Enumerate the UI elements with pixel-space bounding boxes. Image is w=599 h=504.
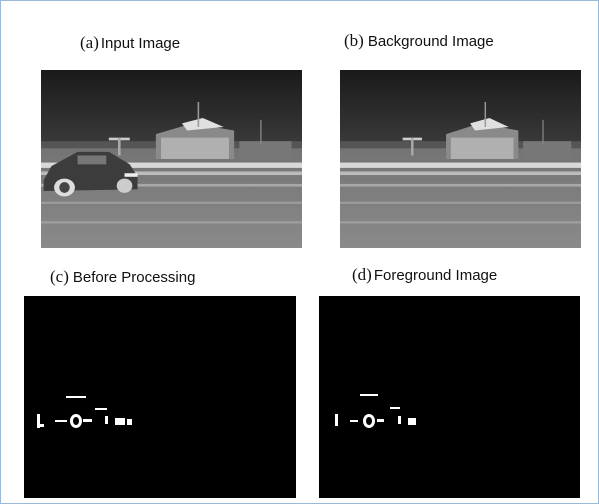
- background-image: [340, 70, 581, 248]
- before-processing-image: [24, 296, 296, 498]
- panel-letter: (a): [80, 33, 99, 52]
- page: {"panels": [ {"letter": "(a)", "caption"…: [0, 0, 599, 504]
- panel-letter: (b): [344, 31, 364, 50]
- panel-label: (d)Foreground Image: [352, 265, 497, 284]
- input-image: [41, 70, 302, 248]
- panel-caption: Background Image: [368, 33, 494, 50]
- panel-letter: (d): [352, 265, 372, 284]
- panel-caption: Input Image: [101, 35, 180, 52]
- panel-caption: Foreground Image: [374, 267, 497, 284]
- panel-label: (a)Input Image: [80, 33, 180, 52]
- panel-label: (b)Background Image: [344, 31, 494, 50]
- figure: (a)Input Image (b)Background Image (c)Be…: [0, 0, 599, 504]
- foreground-image: [319, 296, 580, 498]
- panel-letter: (c): [50, 267, 69, 286]
- panel-label: (c)Before Processing: [50, 267, 195, 286]
- panel-caption: Before Processing: [73, 269, 196, 286]
